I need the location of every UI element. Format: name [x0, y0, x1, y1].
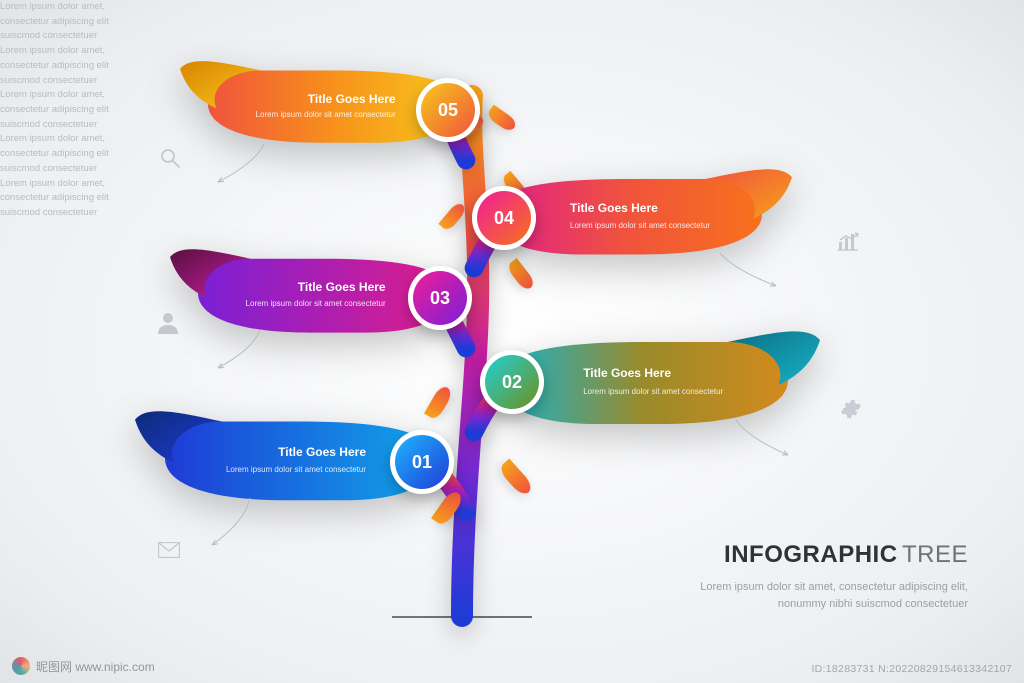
- number-badge-01: 01: [390, 430, 454, 494]
- number-badge-label: 02: [485, 355, 539, 409]
- leaf-body-04: Lorem ipsum dolor sit amet consectetur: [570, 220, 710, 231]
- watermark-logo-icon: [12, 657, 30, 675]
- search-icon: [160, 148, 180, 168]
- infographic-stage: Title Goes Here Lorem ipsum dolor sit ame…: [0, 0, 1024, 683]
- number-badge-04: 04: [472, 186, 536, 250]
- leaf-body-01: Lorem ipsum dolor sit amet consectetur: [226, 464, 366, 475]
- connector-arrow-03: [208, 320, 270, 378]
- leaf-title-03: Title Goes Here: [298, 280, 386, 294]
- connector-arrow-05: [208, 134, 274, 192]
- number-badge-label: 03: [413, 271, 467, 325]
- watermark-left: 昵图网 www.nipic.com: [12, 657, 155, 675]
- connector-arrow-01: [202, 488, 260, 555]
- number-badge-label: 04: [477, 191, 531, 245]
- main-title-body: Lorem ipsum dolor sit amet, consectetur …: [658, 579, 968, 613]
- leaf-body-02: Lorem ipsum dolor sit amet consectetur: [583, 386, 723, 397]
- number-badge-02: 02: [480, 350, 544, 414]
- gear-icon: [840, 398, 862, 420]
- number-badge-label: 01: [395, 435, 449, 489]
- leaf-body-03: Lorem ipsum dolor sit amet consectetur: [246, 298, 386, 309]
- connector-arrow-04: [710, 243, 786, 296]
- number-badge-05: 05: [416, 78, 480, 142]
- leaf-body-05: Lorem ipsum dolor sit amet consectetur: [256, 109, 396, 120]
- watermark-left-text: 昵图网 www.nipic.com: [36, 658, 155, 675]
- main-title-word2: TREE: [902, 541, 968, 568]
- number-badge-label: 05: [421, 83, 475, 137]
- watermark-right: ID:18283731 N:20220829154613342107: [811, 663, 1012, 675]
- leaf-title-02: Title Goes Here: [583, 366, 671, 380]
- connector-arrow-02: [726, 410, 798, 465]
- number-badge-03: 03: [408, 266, 472, 330]
- mail-icon: [158, 542, 180, 558]
- leaf-title-05: Title Goes Here: [308, 92, 396, 106]
- chart-icon: [836, 232, 860, 252]
- user-icon: [158, 312, 178, 334]
- main-title-word1: INFOGRAPHIC: [724, 541, 898, 568]
- leaf-title-04: Title Goes Here: [570, 201, 658, 215]
- main-title-block: INFOGRAPHIC TREE Lorem ipsum dolor sit a…: [658, 541, 968, 613]
- leaf-title-01: Title Goes Here: [278, 445, 366, 459]
